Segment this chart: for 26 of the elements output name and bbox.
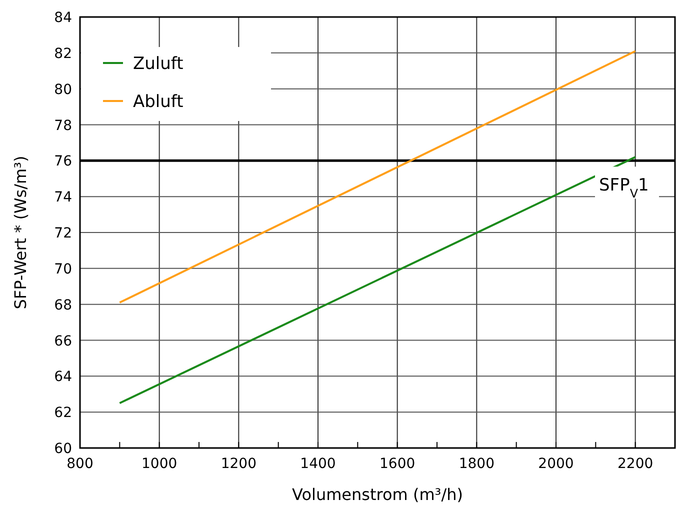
x-tick-label: 2200 xyxy=(618,456,654,472)
x-tick-label: 2000 xyxy=(538,456,574,472)
y-tick-label: 60 xyxy=(54,441,72,457)
x-tick-label: 1600 xyxy=(380,456,416,472)
legend-label: Abluft xyxy=(133,92,184,112)
legend-label: Zuluft xyxy=(133,54,184,74)
x-tick-label: 1000 xyxy=(142,456,178,472)
y-tick-label: 78 xyxy=(54,118,72,134)
y-tick-label: 84 xyxy=(54,10,72,26)
y-tick-label: 66 xyxy=(54,333,72,350)
y-tick-label: 72 xyxy=(54,226,72,242)
ref-line-label: SFP$_{V}$1 xyxy=(599,176,649,201)
y-tick-label: 68 xyxy=(54,297,72,314)
y-tick-label: 70 xyxy=(54,261,72,278)
x-axis-title: Volumenstrom (m³/h) xyxy=(292,485,463,504)
y-tick-label: 74 xyxy=(54,190,72,206)
y-tick-label: 62 xyxy=(54,405,72,422)
y-axis-title: SFP-Wert * (Ws/m³) xyxy=(11,156,30,310)
y-tick-label: 76 xyxy=(54,154,72,170)
y-tick-label: 82 xyxy=(54,46,72,62)
x-tick-label: 800 xyxy=(66,456,94,472)
y-tick-label: 64 xyxy=(54,369,72,386)
x-tick-label: 1200 xyxy=(220,456,256,472)
x-tick-label: 1800 xyxy=(458,456,494,472)
x-tick-label: 1400 xyxy=(300,456,336,472)
y-tick-label: 80 xyxy=(54,82,72,98)
